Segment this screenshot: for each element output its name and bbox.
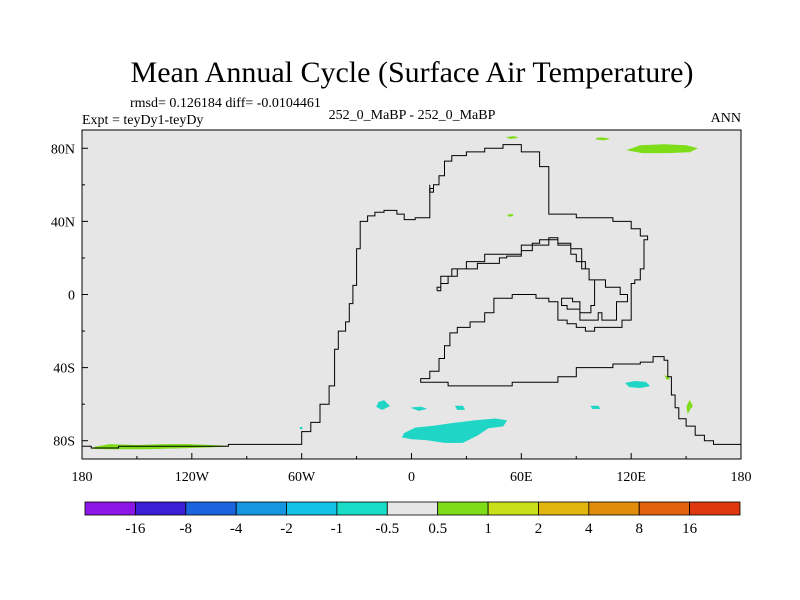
colorbar-label: -1 bbox=[331, 521, 344, 537]
x-tick-label: 60W bbox=[288, 470, 316, 485]
colorbar-swatch bbox=[286, 501, 338, 516]
colorbar-label: 0.5 bbox=[428, 521, 447, 537]
anomaly-patch bbox=[664, 375, 671, 380]
y-tick-label: 0 bbox=[68, 289, 75, 304]
experiment-label: Expt = teyDy1-teyDy bbox=[82, 113, 203, 128]
colorbar-label: -2 bbox=[280, 521, 293, 537]
axis-ticks: 180 120W 60W 0 60E 120E 180 80N 40N 0 40S 80S bbox=[51, 142, 752, 485]
colorbar-label: -16 bbox=[125, 521, 145, 537]
colorbar-swatch bbox=[487, 501, 539, 516]
x-tick-label: 180 bbox=[72, 470, 93, 485]
anomaly-patch bbox=[506, 136, 518, 139]
colorbar-label: 1 bbox=[484, 521, 492, 537]
x-tick-label: 120E bbox=[616, 470, 646, 485]
colorbar-swatch bbox=[386, 501, 439, 516]
anomaly-patch bbox=[454, 405, 466, 410]
anomaly-patch bbox=[625, 380, 651, 389]
colorbar-label: 16 bbox=[682, 521, 698, 537]
y-tick-label: 80N bbox=[51, 142, 75, 157]
y-tick-label: 40N bbox=[51, 215, 75, 230]
y-tick-label: 80S bbox=[53, 435, 75, 450]
colorbar-swatch bbox=[638, 501, 691, 516]
chart-title: Mean Annual Cycle (Surface Air Temperatu… bbox=[131, 56, 694, 89]
colorbar-swatch bbox=[235, 501, 287, 516]
x-tick-label: 180 bbox=[731, 470, 752, 485]
colorbar-swatch bbox=[84, 501, 136, 516]
colorbar-label: -0.5 bbox=[375, 521, 399, 537]
coastline bbox=[82, 144, 741, 449]
colorbar: -16 -8 -4 -2 -1 -0.5 0.5 1 2 4 8 16 bbox=[84, 501, 741, 537]
y-tick-label: 40S bbox=[53, 362, 75, 377]
anomaly-patch bbox=[411, 406, 428, 411]
coastline bbox=[429, 184, 434, 193]
anomaly-patch bbox=[686, 399, 693, 415]
coastlines bbox=[82, 144, 741, 449]
x-tick-label: 120W bbox=[175, 470, 210, 485]
x-tick-label: 60E bbox=[510, 470, 533, 485]
colorbar-label: -8 bbox=[180, 521, 193, 537]
map-background bbox=[82, 130, 741, 459]
colorbar-swatch bbox=[689, 501, 741, 516]
anomaly-patch bbox=[596, 137, 610, 141]
season-label: ANN bbox=[711, 111, 741, 126]
anomaly-patch bbox=[401, 418, 508, 443]
colorbar-swatch bbox=[538, 501, 590, 516]
colorbar-swatch bbox=[437, 501, 489, 516]
colorbar-label: 8 bbox=[635, 521, 643, 537]
stats-line: rmsd= 0.126184 diff= -0.0104461 bbox=[130, 96, 321, 111]
x-tick-label: 0 bbox=[408, 470, 415, 485]
anomaly-patch bbox=[590, 405, 601, 410]
case-label: 252_0_MaBP - 252_0_MaBP bbox=[329, 108, 496, 123]
colorbar-label: -4 bbox=[230, 521, 243, 537]
colorbar-swatch bbox=[134, 501, 187, 516]
anomaly-patch bbox=[376, 400, 391, 410]
anomaly-patch bbox=[626, 144, 698, 154]
anomaly-patch bbox=[299, 426, 303, 430]
anomaly-patches bbox=[92, 136, 698, 450]
colorbar-swatch bbox=[185, 501, 237, 516]
colorbar-label: 2 bbox=[535, 521, 543, 537]
colorbar-label: 4 bbox=[585, 521, 593, 537]
colorbar-swatch bbox=[588, 501, 640, 516]
anomaly-patch bbox=[507, 213, 514, 217]
colorbar-swatch bbox=[336, 501, 388, 516]
coastline bbox=[436, 237, 628, 321]
